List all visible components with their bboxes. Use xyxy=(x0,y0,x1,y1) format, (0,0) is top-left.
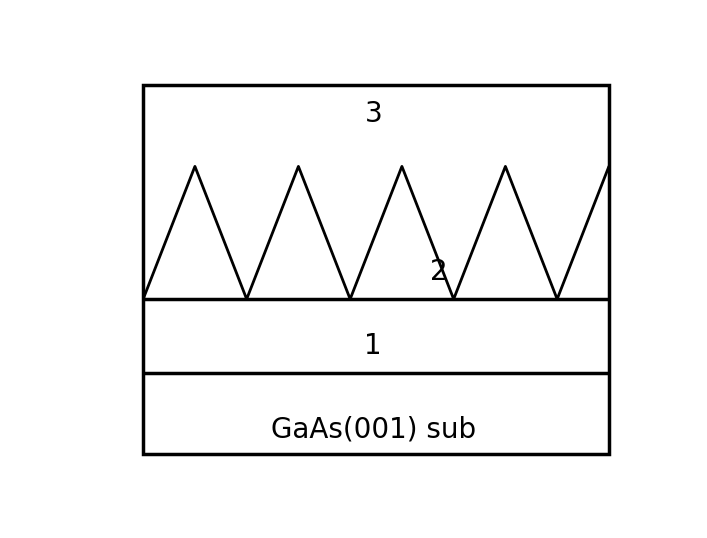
Text: 2: 2 xyxy=(431,258,448,286)
Text: 1: 1 xyxy=(365,332,382,360)
Text: GaAs(001) sub: GaAs(001) sub xyxy=(271,415,476,443)
Text: 3: 3 xyxy=(364,100,382,128)
Bar xyxy=(144,86,609,454)
